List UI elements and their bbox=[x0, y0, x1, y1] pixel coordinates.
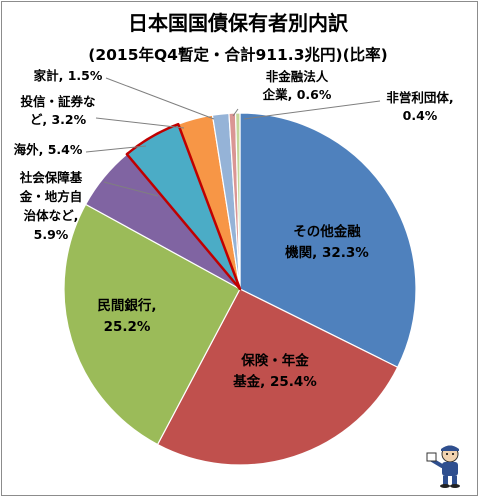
slice-label-7: 非金融法人企業, 0.6% bbox=[262, 69, 332, 102]
slice-label-0: その他金融機関, 32.3% bbox=[285, 223, 369, 261]
leader-lines bbox=[85, 77, 381, 197]
chart-subtitle: (2015年Q4暫定・合計911.3兆円)(比率) bbox=[88, 45, 387, 64]
slice-label-8: 非営利団体, 0.4% bbox=[386, 90, 453, 123]
pie-slice-4 bbox=[125, 122, 242, 291]
leader-line-3 bbox=[103, 181, 159, 197]
pie-slice-0 bbox=[239, 112, 417, 368]
slice-label-6: 家計, 1.5% bbox=[34, 68, 103, 83]
slice-label-line: 金・地方自 bbox=[19, 189, 83, 204]
slice-labels: その他金融機関, 32.3% 保険・年金基金, 25.4% 民間銀行, 25.2% 社会… bbox=[14, 68, 454, 390]
slice-label-5: 投信・証券など, 3.2% bbox=[20, 94, 95, 127]
slice-label-line: 25.2% bbox=[104, 319, 151, 335]
slice-label-3: 社会保障基金・地方自治体など, 5.9% bbox=[19, 170, 83, 242]
slice-label-line: 0.4% bbox=[403, 108, 438, 123]
slice-label-line: 機関, 32.3% bbox=[285, 244, 369, 261]
slice-label-line: 5.9% bbox=[34, 227, 69, 242]
slice-label-line: 家計, 1.5% bbox=[34, 68, 103, 83]
pie-slice-1 bbox=[156, 288, 399, 466]
slice-label-2: 民間銀行, 25.2% bbox=[97, 297, 156, 335]
slice-label-line: 海外, 5.4% bbox=[14, 142, 83, 157]
slice-label-4: 海外, 5.4% bbox=[14, 142, 83, 157]
leader-line-8 bbox=[243, 100, 381, 120]
slice-label-line: 企業, 0.6% bbox=[262, 87, 332, 102]
leader-line-6 bbox=[105, 77, 215, 120]
slice-label-line: 基金, 25.4% bbox=[233, 373, 317, 390]
chart-title: 日本国国債保有者別内訳 bbox=[128, 11, 349, 35]
leader-line-5 bbox=[95, 117, 185, 129]
leader-line-4 bbox=[85, 145, 147, 153]
pie-slice-2 bbox=[63, 203, 241, 446]
slice-label-line: 投信・証券な bbox=[20, 94, 95, 109]
slice-label-line: その他金融 bbox=[293, 223, 361, 240]
slice-label-line: 民間銀行, bbox=[97, 297, 156, 314]
slice-label-line: ど, 3.2% bbox=[30, 112, 87, 127]
slice-label-line: 非営利団体, bbox=[386, 90, 453, 105]
slice-label-line: 社会保障基 bbox=[19, 170, 83, 185]
leader-line-7 bbox=[232, 108, 239, 117]
pie-slices bbox=[63, 112, 417, 466]
person-mascot-icon bbox=[426, 445, 460, 488]
slice-label-line: 治体など, bbox=[24, 208, 79, 223]
slice-label-line: 保険・年金 bbox=[240, 352, 309, 369]
slice-label-1: 保険・年金基金, 25.4% bbox=[233, 352, 317, 390]
slice-label-line: 非金融法人 bbox=[266, 69, 329, 84]
